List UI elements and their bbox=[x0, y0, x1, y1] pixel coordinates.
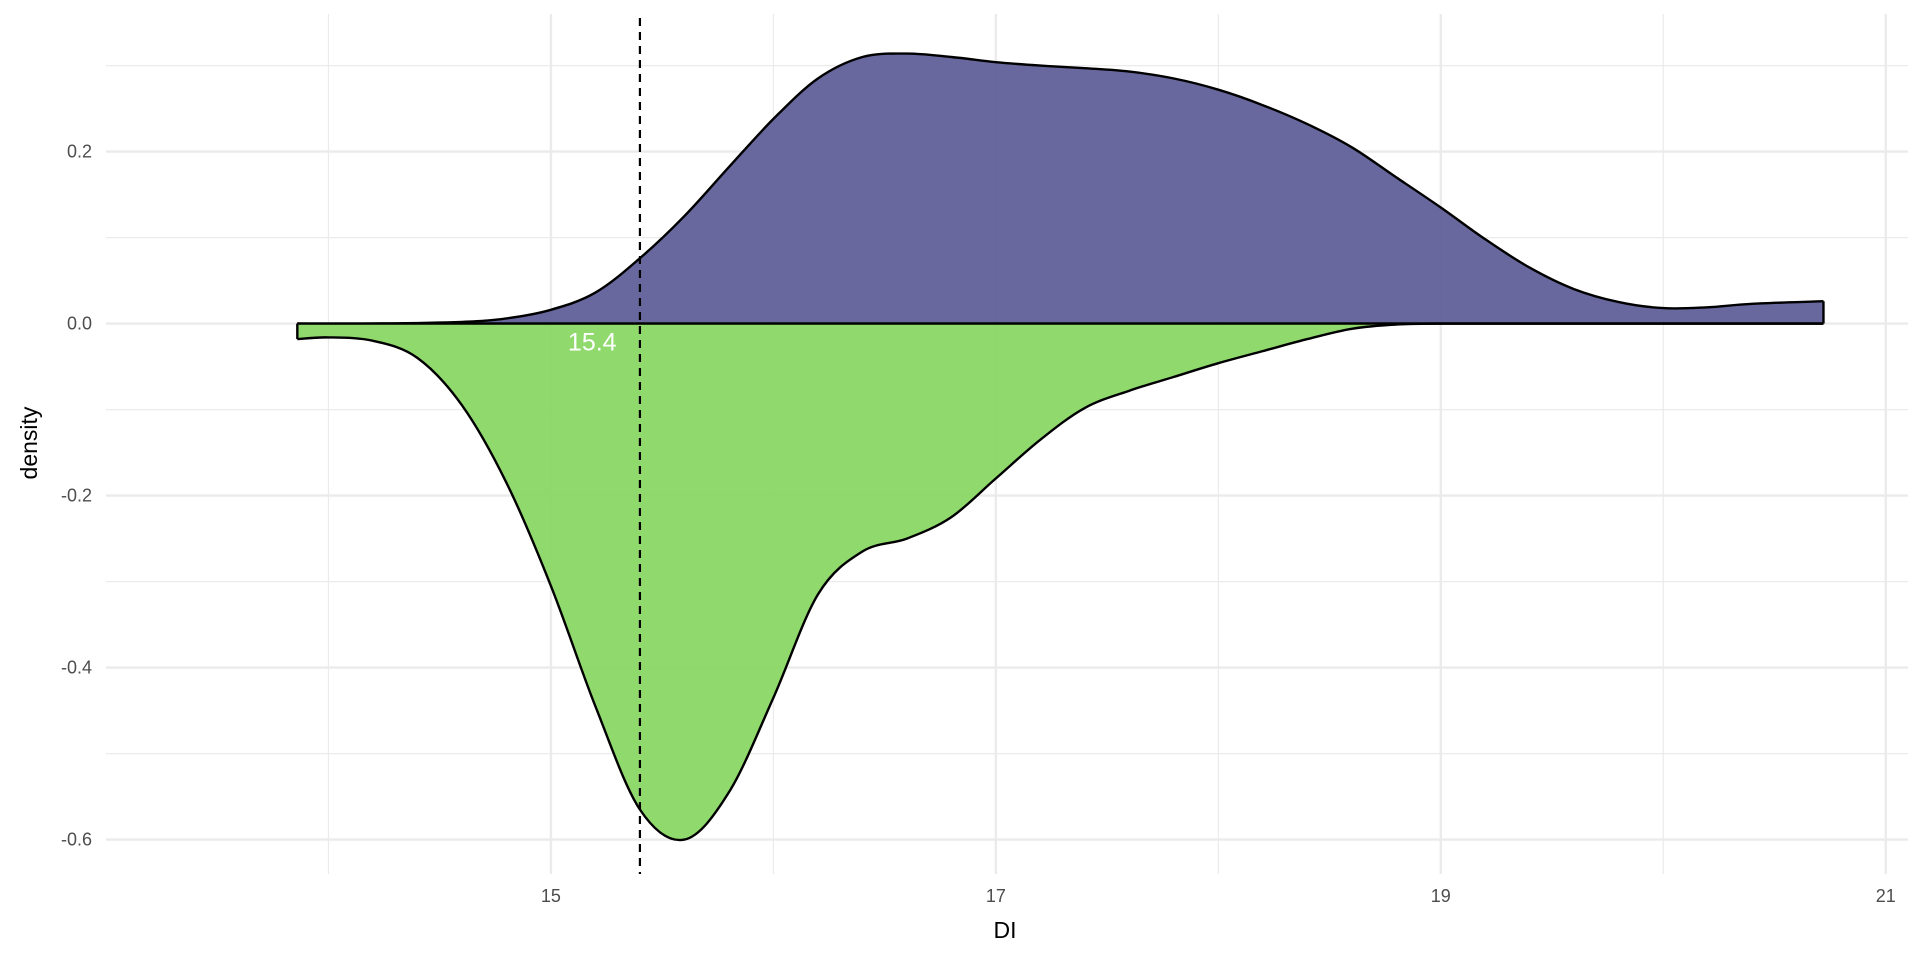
y-tick-label: -0.4 bbox=[61, 658, 92, 678]
x-tick-label: 21 bbox=[1876, 886, 1896, 906]
upper-density-area bbox=[297, 53, 1824, 324]
reference-line-label: 15.4 bbox=[568, 329, 617, 357]
y-tick-labels: 0.2 0.0 -0.2 -0.4 -0.6 bbox=[61, 142, 92, 850]
upper-density-outline bbox=[297, 52, 1824, 325]
x-tick-label: 15 bbox=[541, 886, 561, 906]
lower-density-area bbox=[297, 323, 1824, 841]
x-tick-labels: 15 17 19 21 bbox=[541, 886, 1896, 906]
x-tick-label: 19 bbox=[1431, 886, 1451, 906]
density-areas bbox=[296, 52, 1825, 842]
x-axis-title: DI bbox=[994, 917, 1017, 943]
y-axis-title: density bbox=[16, 406, 42, 479]
y-tick-label: 0.2 bbox=[67, 142, 92, 162]
reference-line-group: 15.4 bbox=[568, 18, 642, 874]
lower-density-outline bbox=[297, 322, 1824, 842]
x-tick-label: 17 bbox=[986, 886, 1006, 906]
y-tick-label: -0.2 bbox=[61, 486, 92, 506]
y-tick-label: -0.6 bbox=[61, 830, 92, 850]
y-tick-label: 0.0 bbox=[67, 314, 92, 334]
